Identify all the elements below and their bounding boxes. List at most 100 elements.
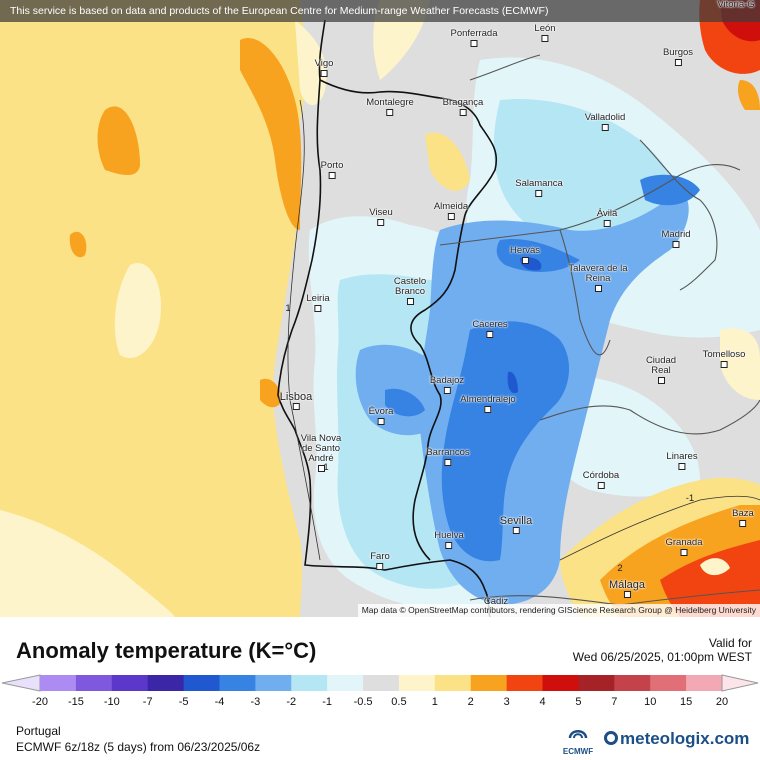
city-label[interactable]: Lisboa — [280, 392, 312, 410]
anomaly-field — [0, 0, 760, 617]
city-marker — [597, 482, 605, 489]
city-marker — [377, 418, 385, 425]
city-label[interactable]: Málaga — [609, 580, 645, 598]
scale-tick-label: 0.5 — [391, 696, 407, 708]
city-marker — [739, 520, 747, 527]
scale-swatch — [578, 675, 615, 691]
city-marker — [674, 59, 682, 66]
city-label[interactable]: Badajoz — [430, 376, 464, 394]
city-label[interactable]: Linares — [666, 452, 698, 470]
city-marker — [377, 219, 385, 226]
ecmwf-logo[interactable]: ECMWF — [562, 726, 594, 756]
scale-tick-label: 1 — [431, 696, 438, 708]
ecmwf-notice-banner: This service is based on data and produc… — [0, 0, 760, 22]
city-label[interactable]: Viseu — [369, 208, 393, 226]
city-label[interactable]: Évora — [369, 407, 393, 425]
city-marker — [406, 298, 414, 305]
city-label[interactable]: Burgos — [663, 48, 693, 66]
city-label[interactable]: Sevilla — [500, 516, 532, 534]
city-label[interactable]: Cáceres — [472, 320, 508, 338]
contour-line — [287, 99, 321, 561]
contour-label: 1 — [323, 462, 329, 473]
meteologix-icon — [604, 731, 618, 745]
city-label[interactable]: Córdoba — [583, 471, 619, 489]
scale-under-arrow — [1, 674, 41, 692]
contour-label: -1 — [685, 493, 695, 504]
forecast-map[interactable]: This service is based on data and produc… — [0, 0, 760, 617]
city-label[interactable]: Ciudad Real — [639, 356, 683, 384]
city-label[interactable]: Vitoria-G — [717, 0, 755, 10]
scale-tick-label: -0.5 — [353, 696, 373, 708]
city-label[interactable]: León — [534, 24, 556, 42]
city-label[interactable]: Leiria — [306, 294, 330, 312]
scale-swatch — [111, 675, 149, 691]
scale-swatch — [75, 675, 113, 691]
city-label[interactable]: Montalegre — [366, 98, 414, 116]
warm-patch — [240, 38, 302, 230]
city-marker — [386, 109, 394, 116]
city-label[interactable]: Hervás — [510, 246, 540, 264]
scale-swatch — [219, 675, 256, 691]
city-label[interactable]: Salamanca — [515, 179, 563, 197]
city-marker — [603, 220, 611, 227]
city-marker — [521, 257, 529, 264]
city-label[interactable]: Baza — [732, 509, 754, 527]
city-label[interactable]: Ponferrada — [450, 29, 498, 47]
city-marker — [447, 213, 455, 220]
region-name: Portugal — [16, 724, 61, 738]
scale-swatch — [147, 675, 185, 691]
city-label[interactable]: Ávila — [597, 209, 617, 227]
contour-label: 1 — [285, 303, 291, 314]
city-marker — [512, 527, 520, 534]
city-label[interactable]: Barrancos — [426, 448, 470, 466]
city-marker — [672, 241, 680, 248]
city-marker — [443, 387, 451, 394]
city-marker — [720, 361, 728, 368]
scale-swatch — [614, 675, 651, 691]
scale-swatch — [506, 675, 544, 691]
city-marker — [601, 124, 609, 131]
scale-swatch — [470, 675, 508, 691]
scale-tick-label: -10 — [103, 696, 120, 708]
scale-swatch — [255, 675, 292, 691]
city-marker — [680, 549, 688, 556]
city-marker — [535, 190, 543, 197]
city-label[interactable]: Granada — [666, 538, 702, 556]
city-label[interactable]: Huelva — [434, 531, 464, 549]
city-label[interactable]: Madrid — [661, 230, 691, 248]
city-label[interactable]: Valladolid — [585, 113, 625, 131]
city-marker — [486, 331, 494, 338]
city-label[interactable]: Faro — [370, 552, 390, 570]
scale-tick-label: -1 — [322, 696, 333, 708]
valid-date: Wed 06/25/2025, 01:00pm WEST — [572, 650, 752, 664]
city-label[interactable]: Tomelloso — [703, 350, 745, 368]
city-label[interactable]: Bragança — [443, 98, 483, 116]
scale-tick-label: 20 — [715, 696, 729, 708]
scale-tick-label: 3 — [503, 696, 510, 708]
city-label[interactable]: Cádiz — [483, 596, 509, 607]
legend-title: Anomaly temperature (K=°C) — [16, 638, 317, 663]
city-marker — [484, 406, 492, 413]
city-label[interactable]: Porto — [321, 161, 343, 179]
scale-swatch — [291, 675, 328, 691]
city-marker — [541, 35, 549, 42]
city-marker — [657, 377, 665, 384]
city-label[interactable]: Almendralejo — [460, 395, 516, 413]
scale-tick-label: -20 — [32, 696, 48, 708]
city-label[interactable]: Talavera de la Reina — [565, 264, 631, 292]
ecmwf-emblem-icon — [568, 730, 588, 739]
city-label[interactable]: Castelo Branco — [386, 277, 434, 305]
scale-swatch — [434, 675, 472, 691]
scale-tick-label: 15 — [679, 696, 693, 708]
valid-label: Valid for — [708, 636, 752, 650]
city-marker — [594, 285, 602, 292]
scale-tick-label: -5 — [178, 696, 189, 708]
colder-area — [441, 321, 570, 562]
meteologix-logo[interactable]: meteologix.com — [604, 729, 749, 749]
scale-swatch — [327, 675, 364, 691]
city-label[interactable]: Vila Nova de Santo André — [295, 434, 347, 472]
scale-swatch — [686, 675, 723, 691]
city-label[interactable]: Vigo — [315, 59, 333, 77]
warm-patch — [97, 106, 140, 175]
city-label[interactable]: Almeida — [434, 202, 468, 220]
